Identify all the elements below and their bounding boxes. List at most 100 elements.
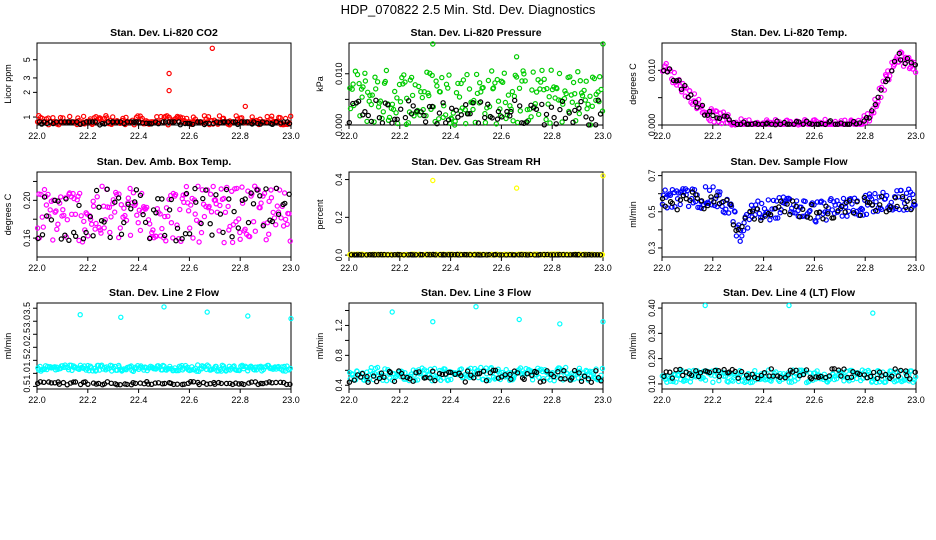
data-point [190, 121, 196, 128]
data-point [39, 232, 46, 238]
data-point [579, 92, 586, 99]
data-point [38, 191, 44, 198]
data-point [475, 120, 482, 126]
x-tick-label: 22.0 [28, 263, 46, 273]
data-point [260, 222, 266, 229]
data-point [522, 78, 528, 84]
data-point [883, 379, 889, 385]
data-point [846, 121, 853, 127]
data-point [54, 226, 60, 232]
data-point [588, 116, 595, 122]
data-point [470, 106, 476, 113]
data-point [726, 210, 732, 216]
y-tick-label: 0.20 [22, 192, 32, 210]
data-point [471, 251, 478, 258]
data-point [282, 200, 288, 207]
data-point [721, 366, 727, 373]
data-point [362, 70, 368, 77]
data-point [589, 103, 596, 110]
data-point [522, 251, 528, 258]
data-point [768, 378, 774, 384]
data-point [174, 225, 181, 231]
data-point [516, 252, 522, 258]
data-point [486, 251, 492, 258]
data-point [92, 119, 99, 125]
data-point [174, 113, 181, 120]
data-point [441, 102, 447, 109]
data-point [423, 112, 429, 119]
data-point [785, 372, 791, 378]
data-point [575, 251, 582, 258]
data-point [710, 112, 716, 119]
data-point [691, 367, 697, 374]
data-point [904, 372, 910, 379]
data-point [89, 119, 96, 125]
data-point [861, 118, 867, 124]
data-point [912, 62, 919, 68]
data-point [378, 370, 385, 376]
data-point [37, 379, 44, 385]
data-point [820, 216, 826, 222]
chart-panel-temp: Stan. Dev. Li-820 Temp. 22.0 22.2 22.4 22.6 2… [628, 27, 925, 141]
data-point [716, 115, 723, 122]
data-point [747, 208, 753, 215]
data-point [804, 214, 811, 220]
data-point [55, 221, 61, 227]
data-point [362, 78, 369, 84]
data-point [472, 119, 478, 126]
data-point [370, 373, 377, 379]
data-point [759, 200, 765, 207]
data-point [436, 116, 442, 122]
data-point [732, 368, 738, 375]
data-point [387, 369, 394, 376]
data-point [698, 198, 705, 204]
data-point [854, 375, 860, 382]
data-point [470, 100, 476, 106]
data-point [467, 110, 473, 117]
data-point [912, 369, 918, 375]
outlier-point [209, 45, 215, 52]
x-tick-label: 22.4 [442, 263, 460, 273]
data-point [448, 251, 455, 258]
data-point [701, 112, 708, 118]
y-tick-label: 0.7 [647, 169, 657, 182]
data-point [140, 211, 146, 218]
data-point [468, 372, 474, 378]
x-tick-label: 22.6 [493, 263, 511, 273]
data-point [576, 110, 583, 117]
y-axis-label: degrees C [3, 193, 13, 235]
data-point [884, 192, 890, 199]
data-point [674, 195, 681, 202]
data-point [868, 373, 874, 380]
y-tick-label: 1 [22, 115, 32, 120]
data-point [284, 221, 290, 227]
data-point [708, 194, 714, 200]
data-point [439, 74, 445, 81]
data-point [863, 114, 870, 121]
data-point [196, 239, 202, 245]
data-point [220, 229, 226, 236]
data-point [857, 212, 864, 219]
data-point [576, 370, 582, 376]
data-point [135, 219, 141, 226]
data-point [263, 380, 269, 386]
data-point [365, 379, 371, 385]
data-point [897, 57, 904, 63]
data-point [248, 190, 254, 196]
data-point [878, 87, 884, 93]
data-point [244, 368, 251, 374]
data-point [680, 192, 687, 199]
data-point [250, 218, 257, 225]
data-point [533, 106, 540, 113]
data-point [101, 225, 107, 231]
data-point [684, 187, 691, 194]
data-point [72, 233, 79, 239]
data-point [255, 120, 261, 127]
data-point [677, 366, 683, 373]
data-point [787, 211, 793, 218]
data-point [360, 84, 366, 90]
data-point [662, 187, 668, 193]
data-point [286, 191, 292, 197]
data-point [539, 67, 545, 74]
data-point [46, 379, 52, 385]
